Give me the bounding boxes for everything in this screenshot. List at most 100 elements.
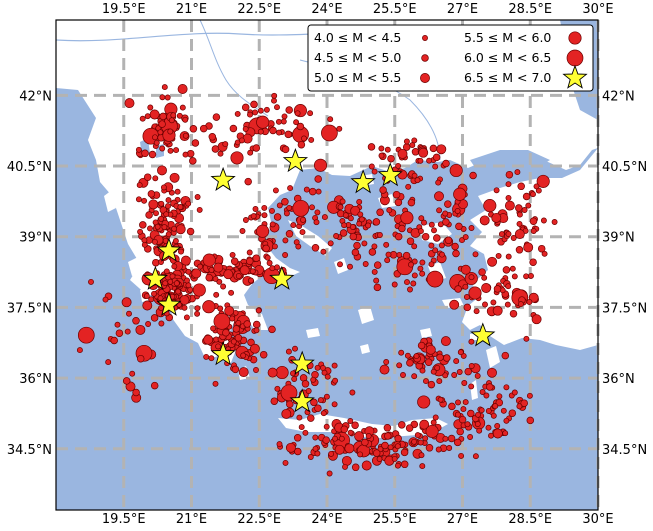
earthquake-marker (391, 281, 398, 288)
earthquake-marker (417, 228, 424, 235)
earthquake-marker (167, 147, 174, 154)
earthquake-marker (252, 254, 261, 262)
earthquake-marker (143, 173, 152, 181)
earthquake-marker (142, 300, 153, 311)
earthquake-marker (372, 218, 381, 226)
earthquake-marker (502, 430, 509, 437)
earthquake-marker (458, 452, 465, 459)
earthquake-marker (492, 403, 499, 410)
latitude-tick-label: 36°N (19, 372, 52, 387)
earthquake-marker (175, 224, 186, 235)
earthquake-marker (490, 299, 497, 306)
latitude-tick-label: 37.5°N (602, 301, 647, 316)
earthquake-marker (203, 353, 210, 360)
earthquake-marker (229, 124, 238, 133)
longitude-tick-label: 19.5°E (102, 2, 146, 17)
earthquake-marker (286, 204, 293, 211)
earthquake-marker (347, 263, 353, 270)
earthquake-marker (179, 295, 190, 305)
earthquake-marker (313, 158, 328, 172)
longitude-tick-label: 28.5°E (508, 2, 552, 17)
earthquake-marker (404, 352, 411, 359)
earthquake-marker (467, 409, 475, 418)
earthquake-marker (521, 207, 528, 213)
earthquake-marker (520, 399, 528, 407)
earthquake-marker (171, 225, 178, 232)
earthquake-marker (154, 223, 161, 230)
earthquake-marker (176, 112, 183, 119)
earthquake-marker (139, 221, 147, 229)
earthquake-marker (501, 351, 510, 360)
earthquake-marker (394, 443, 401, 450)
earthquake-marker (275, 365, 289, 380)
longitude-tick-label: 21°E (176, 2, 207, 17)
earthquake-marker (220, 283, 227, 290)
earthquake-marker (213, 291, 220, 298)
earthquake-marker (424, 358, 433, 366)
earthquake-marker (136, 354, 145, 363)
earthquake-marker (461, 380, 468, 386)
earthquake-marker (431, 227, 437, 234)
earthquake-marker (408, 261, 414, 268)
major-earthquake-star (156, 291, 182, 316)
earthquake-marker (230, 257, 239, 266)
earthquake-marker (337, 204, 344, 211)
earthquake-marker (235, 273, 242, 279)
earthquake-marker (161, 224, 168, 231)
earthquake-marker (479, 215, 490, 226)
longitude-tick-label: 27°E (447, 512, 478, 527)
earthquake-marker (472, 251, 479, 258)
earthquake-marker (530, 191, 536, 198)
earthquake-marker (460, 264, 471, 275)
earthquake-marker (282, 252, 289, 258)
earthquake-marker (378, 145, 385, 152)
earthquake-marker (143, 293, 150, 300)
earthquake-marker (373, 261, 382, 269)
earthquake-marker (180, 255, 191, 266)
earthquake-marker (419, 419, 430, 430)
earthquake-marker (537, 244, 546, 253)
earthquake-marker (414, 177, 421, 184)
earthquake-marker (185, 268, 192, 275)
earthquake-marker (367, 143, 376, 151)
earthquake-marker (253, 327, 260, 334)
earthquake-marker (436, 378, 443, 385)
earthquake-marker (509, 309, 518, 318)
earthquake-marker (332, 435, 338, 442)
earthquake-marker (530, 228, 537, 234)
earthquake-marker (139, 115, 146, 122)
earthquake-marker (170, 112, 177, 119)
earthquake-marker (350, 205, 361, 216)
earthquake-marker (338, 435, 345, 442)
earthquake-marker (283, 210, 290, 217)
earthquake-marker (469, 171, 477, 180)
earthquake-marker (437, 396, 444, 403)
legend-circle-marker (568, 31, 582, 45)
earthquake-marker (419, 270, 426, 277)
earthquake-marker (175, 288, 182, 295)
earthquake-marker (141, 197, 148, 204)
earthquake-marker (285, 230, 294, 238)
earthquake-marker (411, 272, 418, 279)
earthquake-marker (245, 257, 254, 265)
legend-circle-marker (422, 35, 428, 41)
earthquake-marker (124, 98, 135, 109)
earthquake-marker (189, 125, 198, 133)
earthquake-marker (356, 198, 363, 205)
earthquake-marker (342, 212, 349, 219)
earthquake-marker (187, 286, 194, 293)
earthquake-marker (331, 362, 338, 369)
earthquake-marker (274, 264, 280, 271)
earthquake-marker (110, 336, 118, 345)
earthquake-marker (394, 462, 401, 469)
earthquake-marker (384, 432, 392, 440)
earthquake-marker (337, 261, 343, 268)
earthquake-marker (249, 268, 256, 275)
earthquake-marker (285, 442, 296, 453)
earthquake-marker (321, 369, 328, 376)
earthquake-marker (428, 221, 435, 228)
longitude-tick-label: 25.5°E (373, 512, 417, 527)
earthquake-marker (182, 151, 189, 158)
earthquake-marker (387, 444, 394, 451)
